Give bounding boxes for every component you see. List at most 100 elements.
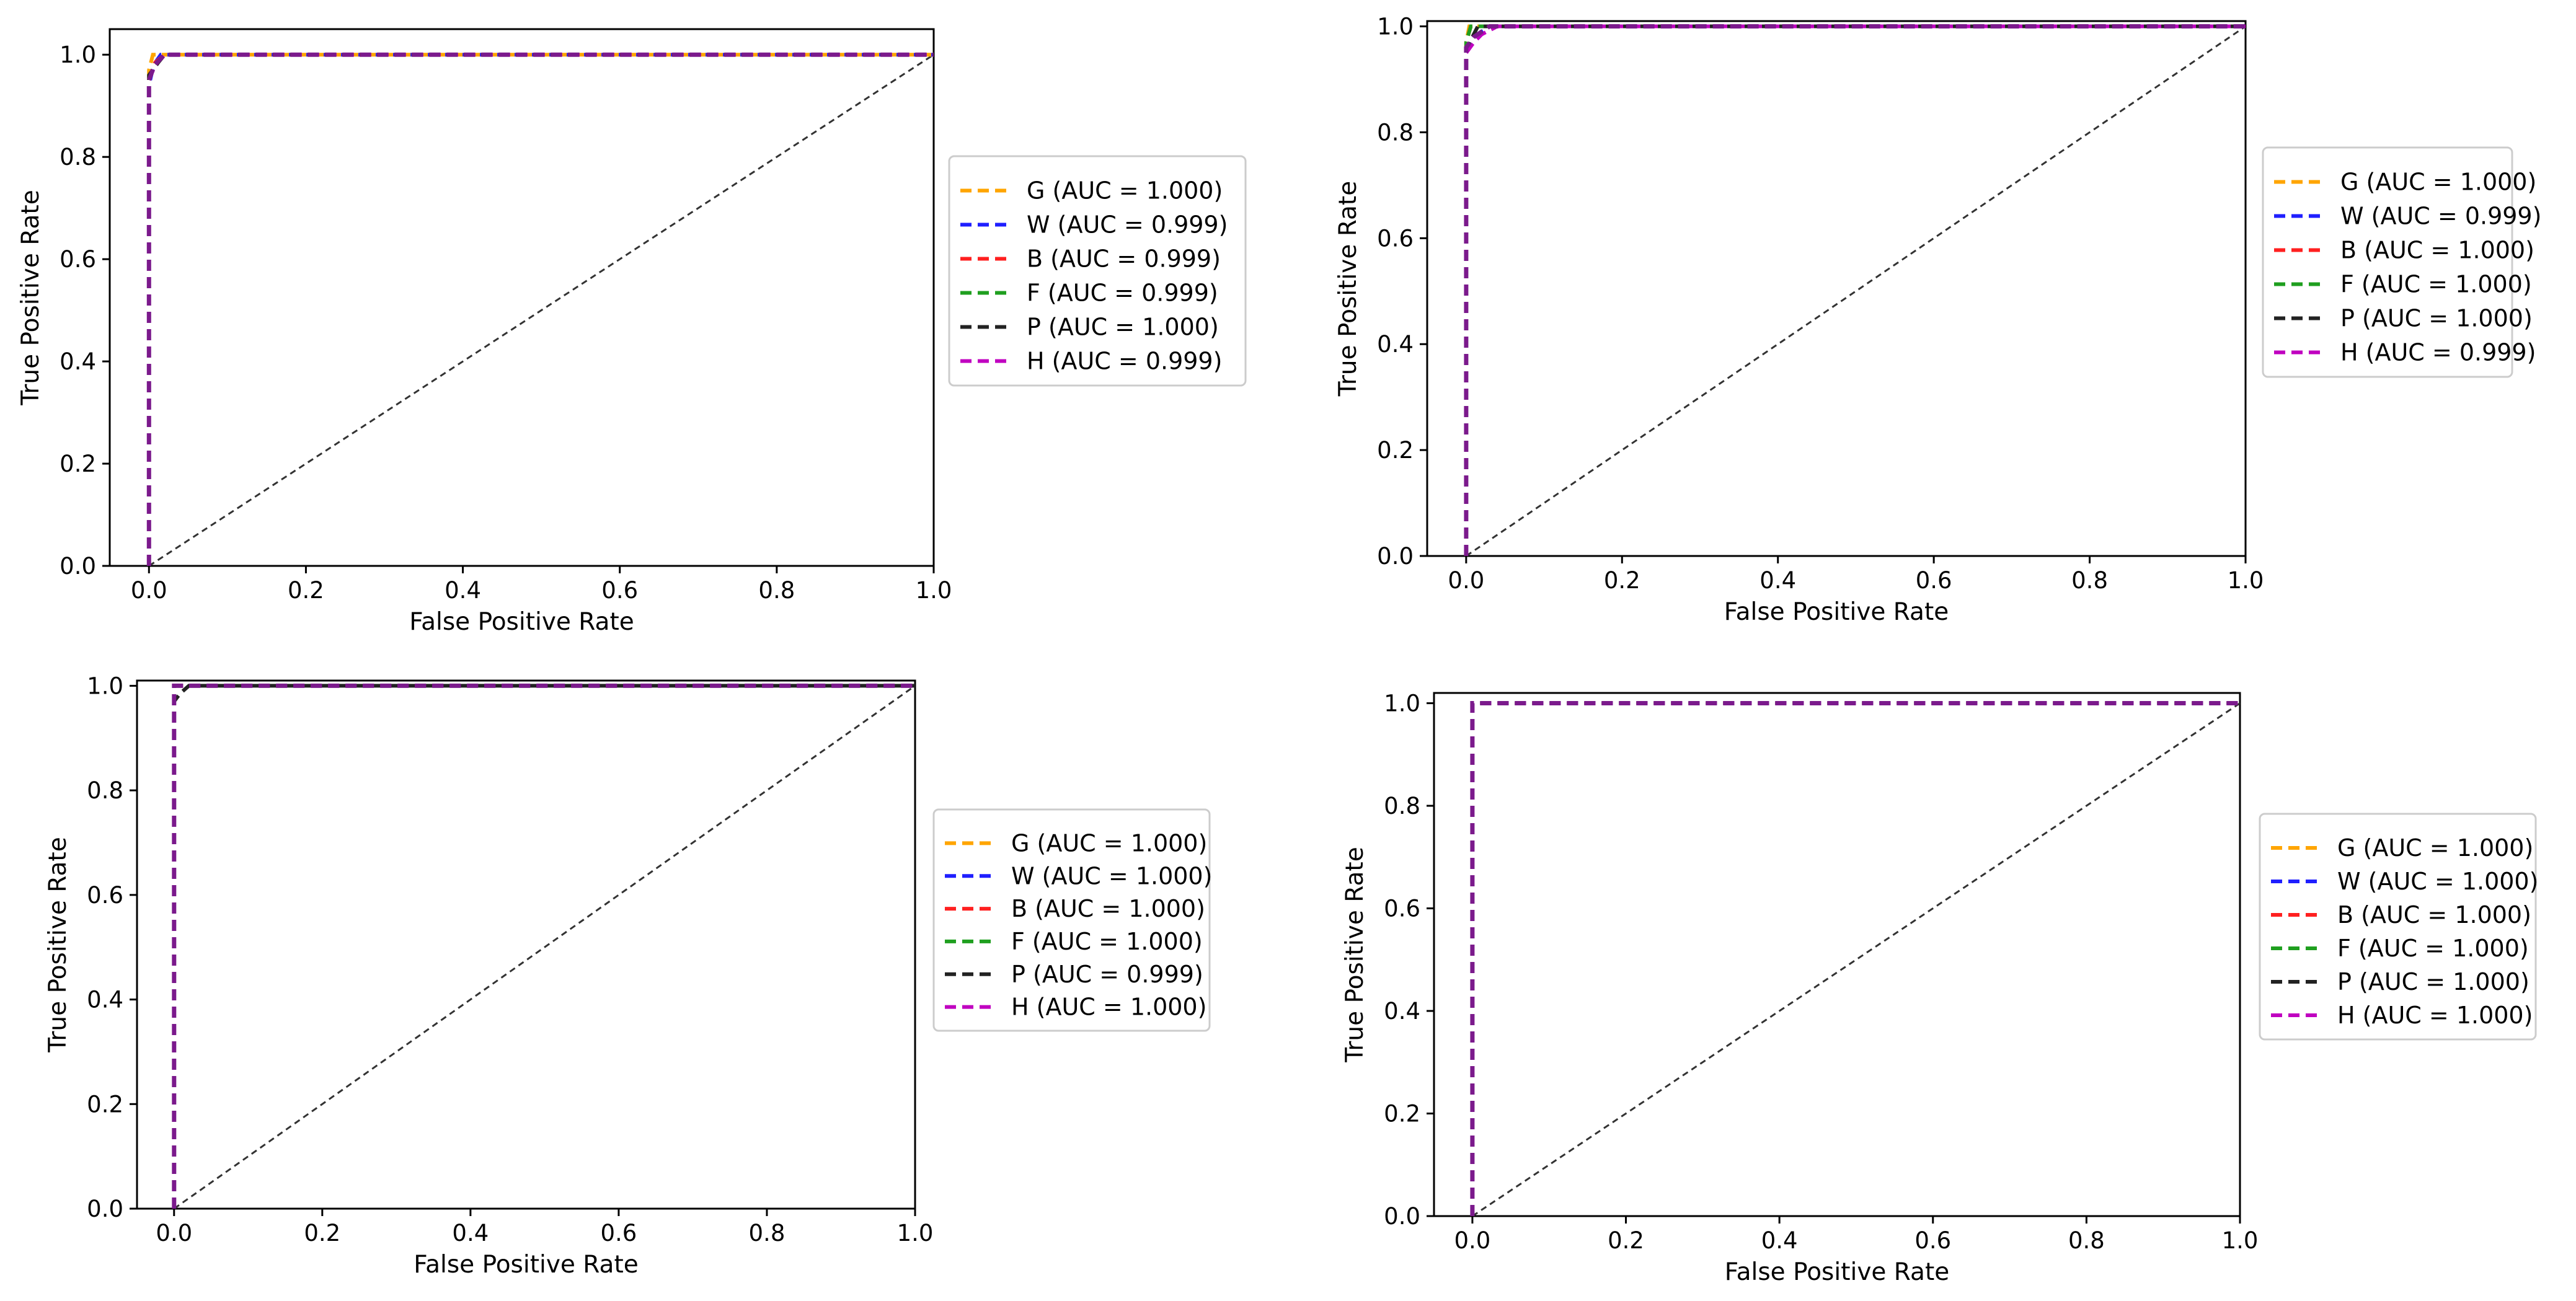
legend-entry: G (AUC = 1.000) bbox=[2337, 834, 2533, 862]
y-tick-label: 0.6 bbox=[1377, 225, 1414, 252]
legend-entry: P (AUC = 1.000) bbox=[1027, 314, 1219, 341]
y-tick-label: 1.0 bbox=[60, 42, 96, 68]
y-tick-label: 1.0 bbox=[87, 673, 123, 699]
legend-entry: P (AUC = 0.999) bbox=[1011, 961, 1203, 988]
legend-entry: P (AUC = 1.000) bbox=[2340, 305, 2533, 332]
x-axis-label: False Positive Rate bbox=[414, 1251, 638, 1279]
x-tick-label: 0.6 bbox=[1916, 567, 1952, 594]
x-tick-label: 1.0 bbox=[897, 1220, 934, 1246]
x-tick-label: 0.4 bbox=[1761, 1227, 1798, 1254]
y-tick-label: 0.2 bbox=[87, 1091, 123, 1118]
x-tick-label: 0.6 bbox=[600, 1220, 637, 1246]
diagonal-chance-line bbox=[173, 685, 915, 1209]
legend-entry: H (AUC = 1.000) bbox=[1011, 994, 1206, 1021]
roc-curve-overlay bbox=[146, 52, 934, 566]
legend-entry: W (AUC = 1.000) bbox=[1011, 862, 1212, 889]
roc-curve-overlay bbox=[172, 683, 915, 1209]
y-tick-label: 0.0 bbox=[87, 1196, 123, 1222]
plot-area bbox=[1470, 701, 2240, 1216]
x-tick-label: 0.0 bbox=[1448, 567, 1484, 594]
x-tick-label: 0.2 bbox=[288, 577, 324, 604]
y-tick-label: 0.0 bbox=[1377, 543, 1414, 570]
legend-entry: B (AUC = 1.000) bbox=[2340, 237, 2534, 264]
y-tick-label: 0.4 bbox=[60, 348, 96, 375]
x-axis-label: False Positive Rate bbox=[1724, 598, 1949, 626]
legend-entry: H (AUC = 0.999) bbox=[2340, 339, 2536, 366]
legend-box bbox=[2259, 813, 2537, 1041]
plot-frame bbox=[1426, 20, 2247, 557]
x-tick-label: 0.4 bbox=[1759, 567, 1796, 594]
diagonal-chance-line bbox=[1472, 702, 2240, 1216]
roc-chart-2: 0.0 0.2 0.4 0.6 0.8 1.0 0.0 0.2 0.4 0.6 0.8 1.0 Fals… bbox=[1334, 14, 2541, 626]
legend: G (AUC = 1.000) W (AUC = 1.000) B (AUC = 1… bbox=[932, 808, 1212, 1032]
x-tick-label: 0.8 bbox=[2068, 1227, 2105, 1254]
plot-area bbox=[1464, 24, 2246, 556]
x-tick-label: 0.4 bbox=[445, 577, 481, 604]
legend-box bbox=[2262, 146, 2513, 378]
legend-entry: F (AUC = 1.000) bbox=[2340, 271, 2532, 298]
x-tick-label: 1.0 bbox=[2222, 1227, 2259, 1254]
legend-entry: H (AUC = 0.999) bbox=[1027, 348, 1222, 375]
y-tick-label: 0.8 bbox=[60, 144, 96, 170]
legend-entry: G (AUC = 1.000) bbox=[1011, 829, 1207, 857]
y-tick-label: 0.8 bbox=[1384, 793, 1420, 819]
y-tick-label: 0.8 bbox=[87, 777, 123, 804]
x-tick-label: 0.0 bbox=[1454, 1227, 1490, 1254]
x-tick-label: 0.0 bbox=[131, 577, 167, 604]
roc-chart-1: 0.0 0.2 0.4 0.6 0.8 1.0 0.0 0.2 0.4 0.6 0.8 1.0 Fals… bbox=[17, 28, 1247, 636]
x-axis-label: False Positive Rate bbox=[1725, 1258, 1949, 1286]
y-tick-label: 0.0 bbox=[1384, 1203, 1420, 1230]
y-tick-label: 0.4 bbox=[87, 987, 123, 1013]
legend-entry: W (AUC = 0.999) bbox=[1027, 211, 1228, 239]
y-tick-label: 1.0 bbox=[1384, 690, 1420, 717]
legend-entry: G (AUC = 1.000) bbox=[1027, 177, 1223, 205]
legend: G (AUC = 1.000) W (AUC = 1.000) B (AUC = 1… bbox=[2259, 813, 2538, 1041]
diagonal-chance-line bbox=[1466, 25, 2246, 556]
y-tick-label: 0.6 bbox=[87, 882, 123, 909]
x-tick-label: 0.6 bbox=[1914, 1227, 1951, 1254]
y-axis-label: True Positive Rate bbox=[1334, 181, 1362, 397]
x-tick-label: 0.8 bbox=[758, 577, 795, 604]
legend: G (AUC = 1.000) W (AUC = 0.999) B (AUC = 1… bbox=[2262, 146, 2541, 378]
legend-entry: W (AUC = 0.999) bbox=[2340, 203, 2541, 230]
x-tick-label: 1.0 bbox=[916, 577, 952, 604]
legend-entry: F (AUC = 1.000) bbox=[2337, 935, 2529, 962]
legend-entry: B (AUC = 1.000) bbox=[1011, 895, 1205, 922]
x-tick-label: 0.8 bbox=[2071, 567, 2108, 594]
legend-entry: H (AUC = 1.000) bbox=[2337, 1002, 2533, 1029]
x-tick-label: 0.2 bbox=[1604, 567, 1640, 594]
y-tick-label: 0.4 bbox=[1384, 998, 1420, 1025]
legend-entry: P (AUC = 1.000) bbox=[2337, 968, 2530, 995]
plot-frame bbox=[136, 679, 916, 1210]
y-tick-label: 0.8 bbox=[1377, 119, 1414, 146]
plot-frame bbox=[1433, 692, 2241, 1217]
y-axis-label: True Positive Rate bbox=[1341, 847, 1369, 1062]
x-tick-label: 0.2 bbox=[304, 1220, 340, 1246]
roc-curve-overlay bbox=[1464, 24, 2246, 556]
x-tick-label: 0.2 bbox=[1608, 1227, 1644, 1254]
legend-box bbox=[948, 155, 1247, 387]
roc-chart-4: 0.0 0.2 0.4 0.6 0.8 1.0 0.0 0.2 0.4 0.6 0.8 1.0 Fals… bbox=[1341, 690, 2538, 1286]
legend-box bbox=[932, 808, 1211, 1032]
y-axis-label: True Positive Rate bbox=[17, 190, 45, 405]
legend-entry: W (AUC = 1.000) bbox=[2337, 868, 2538, 895]
legend-entry: G (AUC = 1.000) bbox=[2340, 169, 2536, 196]
y-tick-label: 0.0 bbox=[60, 553, 96, 580]
roc-chart-3: 0.0 0.2 0.4 0.6 0.8 1.0 0.0 0.2 0.4 0.6 0.8 1.0 Fals… bbox=[44, 673, 1212, 1279]
x-tick-label: 0.4 bbox=[452, 1220, 489, 1246]
x-tick-label: 0.8 bbox=[749, 1220, 786, 1246]
y-axis-label: True Positive Rate bbox=[44, 837, 72, 1052]
plot-area bbox=[146, 52, 934, 566]
plot-area bbox=[172, 683, 915, 1209]
roc-curve-overlay bbox=[1470, 701, 2240, 1216]
x-tick-label: 1.0 bbox=[2228, 567, 2264, 594]
legend-entry: B (AUC = 0.999) bbox=[1027, 245, 1221, 273]
y-tick-label: 0.4 bbox=[1377, 331, 1414, 358]
y-tick-label: 0.2 bbox=[1384, 1101, 1420, 1127]
diagonal-chance-line bbox=[148, 53, 934, 566]
roc-curve-f bbox=[1464, 24, 2246, 556]
plot-frame bbox=[108, 28, 935, 567]
legend: G (AUC = 1.000) W (AUC = 0.999) B (AUC = 0… bbox=[948, 155, 1247, 387]
y-tick-label: 0.2 bbox=[1377, 437, 1414, 464]
